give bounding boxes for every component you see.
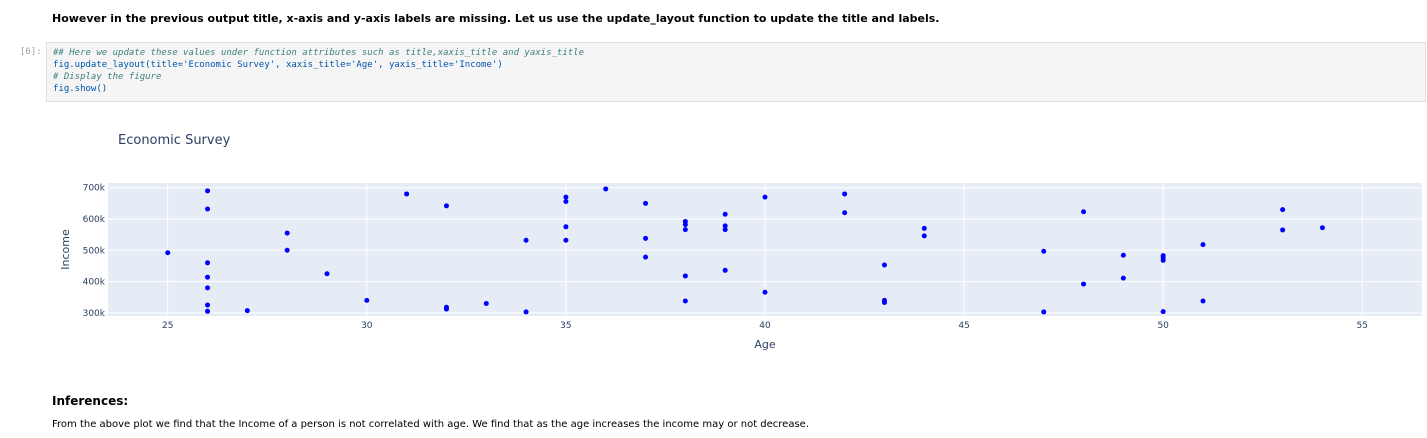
data-point[interactable] [205, 308, 211, 314]
x-tick-label: 50 [1157, 321, 1169, 331]
data-point[interactable] [881, 300, 887, 306]
data-point[interactable] [682, 298, 688, 304]
data-point[interactable] [643, 254, 649, 260]
data-point[interactable] [722, 223, 728, 229]
data-point[interactable] [205, 206, 211, 212]
inferences-heading: Inferences: [52, 394, 129, 408]
data-point[interactable] [1120, 252, 1126, 258]
data-point[interactable] [842, 191, 848, 197]
data-point[interactable] [205, 188, 211, 194]
x-tick-label: 45 [958, 321, 969, 331]
data-point[interactable] [643, 200, 649, 206]
data-point[interactable] [563, 224, 569, 230]
data-point[interactable] [1081, 209, 1087, 215]
y-axis-title: Income [59, 229, 72, 270]
data-point[interactable] [921, 233, 927, 239]
x-tick-label: 25 [162, 321, 173, 331]
x-tick-label: 35 [560, 321, 571, 331]
data-point[interactable] [244, 308, 250, 314]
data-point[interactable] [762, 289, 768, 295]
data-point[interactable] [404, 191, 410, 197]
data-point[interactable] [722, 211, 728, 217]
data-point[interactable] [284, 230, 290, 236]
data-point[interactable] [1280, 207, 1286, 213]
y-tick-label: 300k [83, 309, 106, 319]
data-point[interactable] [364, 297, 370, 303]
x-tick-label: 40 [759, 321, 771, 331]
x-tick-label: 30 [361, 321, 373, 331]
y-tick-label: 700k [83, 184, 106, 194]
data-point[interactable] [1081, 281, 1087, 287]
data-point[interactable] [881, 262, 887, 268]
inferences-text: From the above plot we find that the Inc… [52, 419, 810, 430]
data-point[interactable] [284, 247, 290, 253]
data-point[interactable] [324, 271, 330, 277]
data-point[interactable] [563, 194, 569, 200]
data-point[interactable] [1160, 309, 1166, 315]
data-point[interactable] [842, 210, 848, 216]
data-point[interactable] [722, 227, 728, 233]
cell-prompt: [6]: [20, 47, 42, 57]
data-point[interactable] [483, 300, 489, 306]
data-point[interactable] [1200, 242, 1206, 248]
y-tick-label: 600k [83, 215, 106, 225]
code-line-3: # Display the figure [53, 72, 162, 82]
code-line-1: ## Here we update these values under fun… [53, 48, 585, 58]
data-point[interactable] [682, 273, 688, 279]
data-point[interactable] [682, 227, 688, 233]
data-point[interactable] [1160, 257, 1166, 263]
data-point[interactable] [1120, 275, 1126, 281]
data-point[interactable] [603, 186, 609, 192]
data-point[interactable] [722, 267, 728, 273]
data-point[interactable] [762, 194, 768, 200]
data-point[interactable] [205, 260, 211, 266]
x-axis-title: Age [754, 338, 776, 351]
data-point[interactable] [643, 235, 649, 241]
data-point[interactable] [165, 250, 171, 256]
y-tick-label: 500k [83, 246, 106, 256]
data-point[interactable] [443, 306, 449, 312]
data-point[interactable] [523, 309, 529, 315]
code-line-2: fig.update_layout(title='Economic Survey… [53, 60, 503, 70]
data-point[interactable] [443, 203, 449, 209]
data-point[interactable] [205, 302, 211, 308]
data-point[interactable] [1319, 225, 1325, 231]
data-point[interactable] [563, 237, 569, 243]
code-cell[interactable]: ## Here we update these values under fun… [46, 42, 1426, 102]
data-point[interactable] [1041, 309, 1047, 315]
y-tick-label: 400k [83, 278, 106, 288]
data-point[interactable] [205, 285, 211, 291]
data-point[interactable] [1200, 298, 1206, 304]
data-point[interactable] [921, 225, 927, 231]
data-point[interactable] [205, 274, 211, 280]
data-point[interactable] [682, 222, 688, 228]
chart-title: Economic Survey [118, 133, 231, 148]
markdown-intro-text: However in the previous output title, x-… [52, 12, 940, 25]
data-point[interactable] [1280, 227, 1286, 233]
code-line-4: fig.show() [53, 84, 108, 94]
data-point[interactable] [1041, 248, 1047, 254]
x-tick-label: 55 [1357, 321, 1368, 331]
data-point[interactable] [523, 237, 529, 243]
data-point[interactable] [563, 198, 569, 204]
